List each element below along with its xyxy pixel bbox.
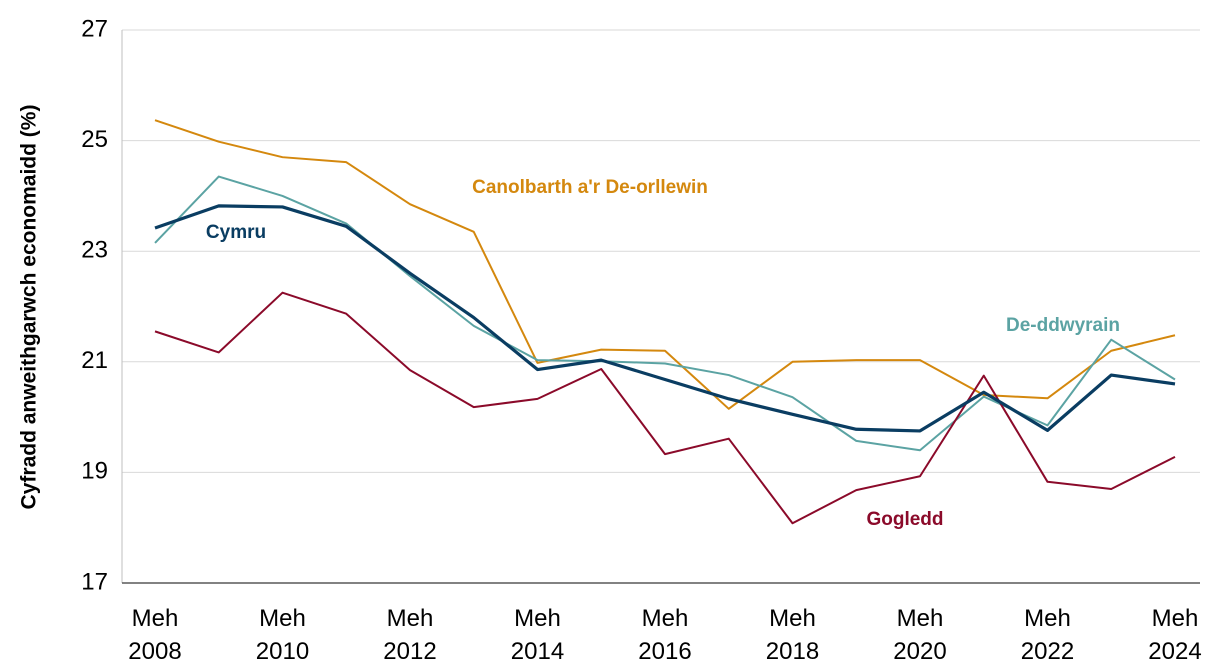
- series-line: [154, 204, 1176, 433]
- y-tick-label: 23: [81, 237, 108, 264]
- x-tick-label: Meh 2008: [128, 605, 181, 665]
- x-tick-label: Meh 2020: [893, 605, 946, 665]
- x-tick-label: Meh 2010: [256, 605, 309, 665]
- y-tick-label: 17: [81, 568, 108, 595]
- series-line: [154, 291, 1176, 525]
- y-axis-label: Cyfradd anweithgarwch economaidd (%): [18, 105, 41, 510]
- y-tick-label: 25: [81, 126, 108, 153]
- series-label: Cymru: [206, 222, 266, 243]
- x-tick-label: Meh 2012: [383, 605, 436, 665]
- y-tick-label: 19: [81, 458, 108, 485]
- series-line: [154, 175, 1176, 452]
- series-line: [154, 119, 1176, 410]
- y-tick-label: 21: [81, 347, 108, 374]
- x-tick-label: Meh 2022: [1021, 605, 1074, 665]
- series-label: Canolbarth a'r De-orllewin: [472, 177, 708, 198]
- x-tick-label: Meh 2024: [1148, 605, 1201, 665]
- x-tick-label: Meh 2018: [766, 605, 819, 665]
- y-tick-label: 27: [81, 15, 108, 42]
- series-label: De-ddwyrain: [1006, 315, 1120, 336]
- x-tick-label: Meh 2014: [511, 605, 564, 665]
- x-tick-label: Meh 2016: [638, 605, 691, 665]
- series-label: Gogledd: [866, 509, 943, 530]
